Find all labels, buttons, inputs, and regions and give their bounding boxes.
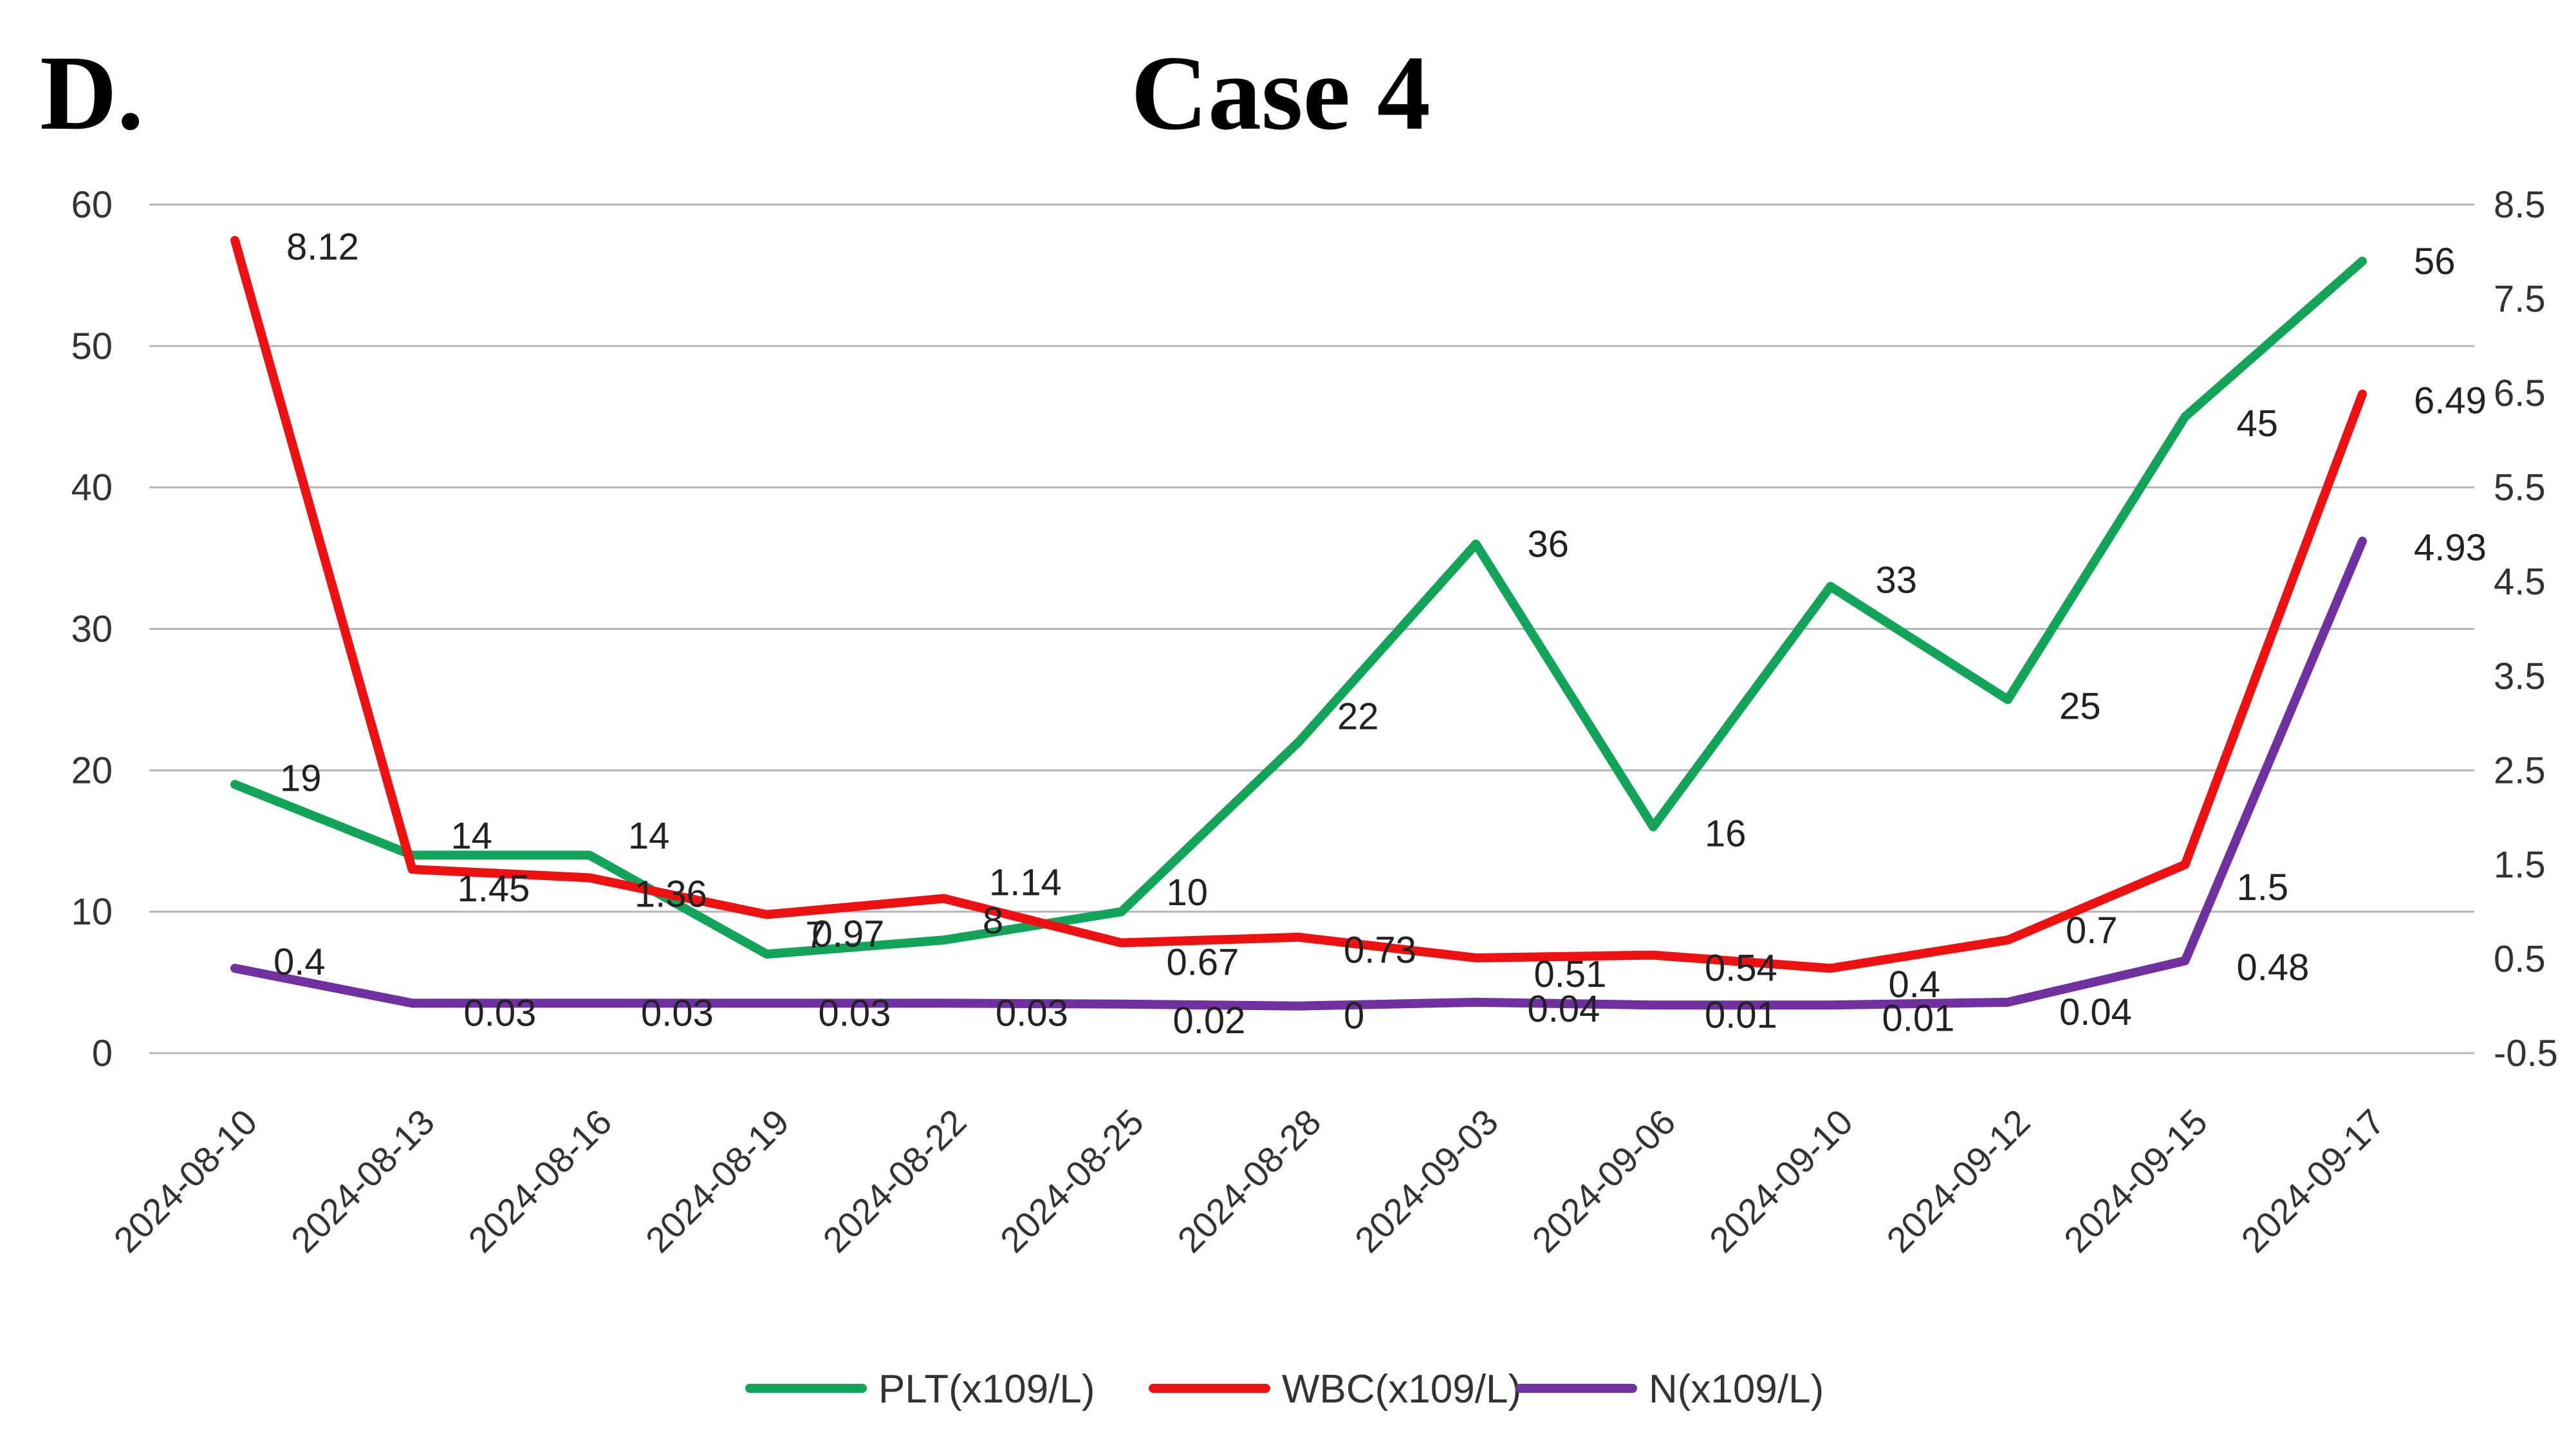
- data-label-n: 0: [1344, 995, 1364, 1037]
- data-label-wbc: 0.4: [1889, 964, 1941, 1006]
- data-label-n: 0.4: [273, 941, 326, 983]
- x-tick-label: 2024-08-19: [638, 1101, 797, 1260]
- data-label-wbc: 0.73: [1344, 930, 1416, 971]
- gridlines: [149, 203, 2474, 1054]
- y-axis-right: -0.5 0.5 1.5 2.5 3.5 4.5 5.5 6.5 7.5 8.5: [2494, 184, 2558, 1074]
- y-left-tick-label: 30: [71, 609, 113, 650]
- data-label-n: 0.01: [1882, 997, 1955, 1039]
- data-label-n: 0.04: [2059, 991, 2132, 1033]
- series-line-plt: [230, 256, 2367, 959]
- data-label-wbc: 0.7: [2066, 910, 2118, 951]
- data-label-n: 0.03: [464, 992, 537, 1034]
- series-line-n: [230, 537, 2367, 1011]
- data-label-wbc: 1.14: [989, 862, 1062, 904]
- y-axis-left: 0 10 20 30 40 50 60: [71, 184, 113, 1074]
- data-label-n: 0.02: [1173, 1000, 1246, 1042]
- y-right-tick-label: 1.5: [2494, 844, 2546, 886]
- y-right-tick-label: 2.5: [2494, 749, 2546, 791]
- x-tick-label: 2024-09-10: [1701, 1101, 1860, 1260]
- legend-label-n: N(x109/L): [1649, 1367, 1824, 1411]
- x-tick-label: 2024-08-10: [106, 1101, 264, 1260]
- y-right-tick-label: -0.5: [2494, 1033, 2558, 1074]
- data-label-n: 4.93: [2414, 527, 2487, 569]
- x-tick-label: 2024-09-15: [2056, 1101, 2215, 1260]
- y-left-tick-label: 60: [71, 184, 113, 226]
- x-axis: 2024-08-10 2024-08-13 2024-08-16 2024-08-19…: [106, 1101, 2392, 1260]
- series-line-wbc: [230, 235, 2367, 973]
- data-label-wbc: 1.45: [458, 868, 530, 910]
- data-label-wbc: 8.12: [286, 226, 359, 268]
- x-tick-label: 2024-09-06: [1524, 1101, 1683, 1260]
- y-left-tick-label: 20: [71, 749, 113, 791]
- legend-label-wbc: WBC(x109/L): [1282, 1367, 1521, 1411]
- data-label-n: 0.04: [1528, 988, 1600, 1030]
- data-label-plt: 19: [280, 757, 322, 799]
- y-left-tick-label: 50: [71, 326, 113, 367]
- data-label-plt: 56: [2414, 241, 2456, 282]
- y-right-tick-label: 5.5: [2494, 467, 2546, 509]
- data-label-plt: 14: [628, 815, 670, 857]
- x-tick-label: 2024-09-17: [2233, 1101, 2392, 1260]
- x-tick-label: 2024-08-13: [283, 1101, 442, 1260]
- data-label-plt: 22: [1337, 695, 1379, 737]
- x-tick-label: 2024-08-16: [460, 1101, 619, 1260]
- legend: PLT(x109/L) WBC(x109/L) N(x109/L): [745, 1367, 1824, 1411]
- x-tick-label: 2024-08-28: [1169, 1101, 1328, 1260]
- data-label-n: 0.03: [996, 992, 1068, 1034]
- panel-label: D.: [40, 33, 144, 152]
- data-label-plt: 16: [1705, 813, 1747, 854]
- y-right-tick-label: 3.5: [2494, 656, 2546, 697]
- y-left-tick-label: 40: [71, 467, 113, 509]
- y-right-tick-label: 8.5: [2494, 184, 2546, 226]
- y-right-tick-label: 0.5: [2494, 938, 2546, 980]
- data-label-plt: 8: [983, 900, 1003, 942]
- data-label-wbc: 0.67: [1167, 942, 1239, 984]
- data-label-plt: 7: [806, 914, 826, 956]
- data-label-plt: 36: [1528, 524, 1570, 565]
- y-right-tick-label: 6.5: [2494, 372, 2546, 414]
- data-label-wbc: 0.51: [1534, 953, 1607, 995]
- y-right-tick-label: 7.5: [2494, 279, 2546, 320]
- data-label-plt: 14: [451, 815, 493, 857]
- data-label-plt: 45: [2237, 403, 2279, 445]
- data-label-n: 0.48: [2237, 946, 2310, 988]
- y-left-tick-label: 0: [92, 1033, 113, 1074]
- x-tick-label: 2024-08-25: [992, 1101, 1151, 1260]
- data-labels: 19 14 14 7 8 10 22 36 16 33 25 45 56 8.12 1.45 1.36 0.97…: [273, 226, 2487, 1042]
- chart-title: Case 4: [1131, 33, 1431, 152]
- data-label-wbc: 1.36: [635, 873, 707, 915]
- data-label-wbc: 0.54: [1705, 948, 1777, 989]
- y-left-tick-label: 10: [71, 891, 113, 933]
- data-label-n: 0.01: [1705, 994, 1777, 1036]
- series-lines: [230, 235, 2367, 1011]
- data-label-n: 0.03: [819, 992, 891, 1034]
- data-label-wbc: 6.49: [2414, 380, 2487, 422]
- data-label-plt: 10: [1167, 872, 1209, 914]
- legend-label-plt: PLT(x109/L): [878, 1367, 1095, 1411]
- x-tick-label: 2024-09-03: [1347, 1101, 1506, 1260]
- x-tick-label: 2024-09-12: [1878, 1101, 2037, 1260]
- y-right-tick-label: 4.5: [2494, 561, 2546, 603]
- data-label-n: 0.03: [641, 992, 714, 1034]
- data-label-wbc: 1.5: [2237, 867, 2289, 908]
- data-label-plt: 25: [2059, 685, 2101, 727]
- x-tick-label: 2024-08-22: [815, 1101, 974, 1260]
- data-label-wbc: 0.97: [812, 914, 885, 955]
- data-label-plt: 33: [1876, 560, 1918, 602]
